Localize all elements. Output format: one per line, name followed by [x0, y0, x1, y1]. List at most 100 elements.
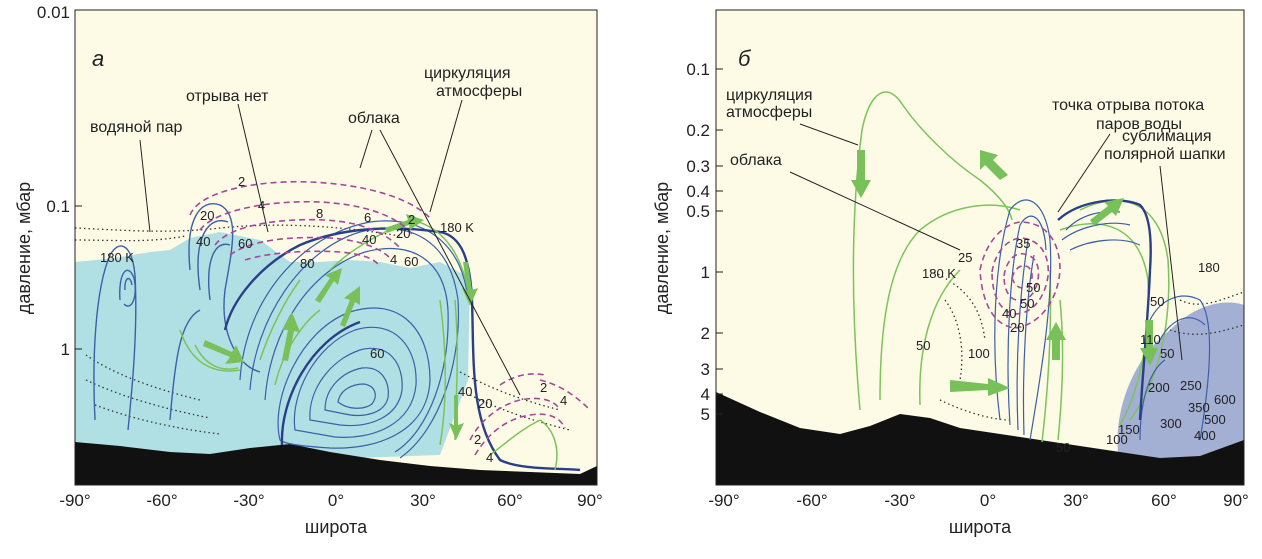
contour-label: 110: [1140, 332, 1161, 347]
x-tick-label-b: 0°: [980, 491, 996, 510]
y-tick-label-b: 0.4: [686, 182, 710, 201]
annotation-leaders-b: [789, 123, 1183, 361]
contour-label: 2: [238, 174, 245, 189]
panel-a: а давление, мбар 0.01 0.1 1 широта -90° …: [14, 3, 603, 537]
y-tick-label-b: 1: [701, 263, 710, 282]
y-tick-label-b: 0.2: [686, 121, 710, 140]
contour-label: 4: [486, 450, 493, 465]
contour-label: 40: [196, 234, 210, 249]
contour-label: 250: [1180, 378, 1202, 393]
streamlines-blue-a: [93, 203, 261, 431]
contour-label: 20: [1010, 320, 1024, 335]
plot-b-field: [716, 91, 1244, 485]
contour-label: 40: [1002, 306, 1016, 321]
x-tick-label-a: 0°: [328, 491, 344, 510]
y-axis-label-b: давление, мбар: [652, 182, 672, 314]
contour-label: 4: [390, 252, 397, 267]
contour-label: 20: [478, 396, 492, 411]
x-tick-label-a: 60°: [497, 491, 523, 510]
contour-label: 50: [1160, 346, 1174, 361]
annotation-circulation-b-1: циркуляция: [726, 87, 813, 104]
contour-label: 600: [1214, 392, 1236, 407]
annotation-detach-2: паров воды: [1096, 116, 1182, 133]
y-tick-label-b: 0.1: [686, 60, 710, 79]
x-tick-label-a: 90°: [577, 491, 603, 510]
y-tick-label-b: 2: [701, 324, 710, 343]
x-tick-label-a: -30°: [233, 491, 264, 510]
ground-b: [716, 392, 1244, 485]
x-tick-label-a: 30°: [410, 491, 436, 510]
contour-label: 50: [1150, 294, 1164, 309]
contour-label: 180 K: [440, 220, 474, 235]
contour-label: 25: [958, 250, 972, 265]
y-tick-label-b: 0.5: [686, 202, 710, 221]
ground-a: [75, 442, 597, 485]
cloud-contours-a: [189, 180, 591, 456]
x-ticks-a: -90° -60° -30° 0° 30° 60° 90°: [59, 491, 603, 510]
contour-label: 50: [916, 338, 930, 353]
contour-label: 2: [408, 212, 415, 227]
annotation-leaders-a: [139, 99, 521, 396]
annotation-vapor-a: водяной пар: [90, 119, 183, 136]
annotation-clouds-b: облака: [730, 152, 782, 169]
contour-label: 300: [1160, 416, 1182, 431]
contour-label: 150: [1118, 422, 1140, 437]
contour-label: 100: [1106, 432, 1128, 447]
contour-label: 50: [1056, 440, 1070, 455]
contour-label: 35: [1016, 236, 1030, 251]
x-tick-label-b: 90°: [1223, 491, 1249, 510]
contour-label: 2: [474, 432, 481, 447]
x-tick-label-b: 30°: [1063, 491, 1089, 510]
contour-label: 60: [370, 346, 384, 361]
annotation-clouds-a: облака: [348, 110, 400, 127]
contour-label: 20: [200, 208, 214, 223]
contour-label: 50: [1020, 296, 1034, 311]
contour-label: 100: [968, 346, 990, 361]
annotation-circulation-b-2: атмосферы: [726, 104, 812, 121]
contour-label: 180 K: [922, 266, 956, 281]
contour-labels-a: 180 K 2 4 20 40 60 8 6 2 180 K 40 20 4 6…: [100, 174, 567, 465]
x-axis-label-b: широта: [949, 517, 1012, 537]
panel-a-letter: а: [92, 46, 104, 71]
contour-label: 350: [1188, 400, 1210, 415]
annotation-circulation-a-2: атмосферы: [436, 83, 522, 100]
y-ticks-a: 0.01 0.1 1: [37, 3, 82, 359]
contour-label: 180 K: [100, 250, 134, 265]
x-ticks-b: -90° -60° -30° 0° 30° 60° 90°: [708, 491, 1249, 510]
x-tick-label-a: -60°: [146, 491, 177, 510]
x-tick-label-b: -30°: [884, 491, 915, 510]
y-axis-label-a: давление, мбар: [14, 182, 34, 314]
x-tick-label-b: -60°: [796, 491, 827, 510]
y-tick-label-a: 1: [61, 340, 70, 359]
cloud-contours-b: [979, 221, 1061, 329]
x-tick-label-a: -90°: [59, 491, 90, 510]
streamlines-blue-b: [994, 199, 1211, 441]
contour-label: 60: [404, 254, 418, 269]
vapor-contours-b: [929, 269, 1244, 421]
y-ticks-b: 0.1 0.2 0.3 0.4 0.5 1 2 3 4 5: [686, 60, 723, 424]
contour-label: 180: [1198, 260, 1220, 275]
contour-labels-b: 180 K 25 35 50 50 20 40 50 100 180 50 11…: [916, 236, 1236, 455]
panel-b-letter: б: [738, 46, 752, 71]
x-tick-label-b: 60°: [1151, 491, 1177, 510]
plot-b-frame: [715, 9, 1245, 486]
contour-label: 50: [1026, 280, 1040, 295]
contour-label: 2: [540, 380, 547, 395]
annotation-sublimation-2: полярной шапки: [1104, 146, 1226, 163]
thick-streamline-a: [223, 227, 581, 472]
x-tick-label-b: -90°: [708, 491, 739, 510]
y-tick-label-b: 0.3: [686, 157, 710, 176]
contour-label: 400: [1194, 428, 1216, 443]
contour-label: 4: [560, 393, 567, 408]
polar-cap-region: [1117, 302, 1244, 470]
contour-label: 60: [238, 236, 252, 251]
contour-label: 8: [316, 206, 323, 221]
annotation-detach-1: точка отрыва потока: [1052, 97, 1204, 114]
y-tick-label-b: 5: [701, 405, 710, 424]
contour-label: 500: [1204, 412, 1226, 427]
contour-label: 80: [300, 256, 314, 271]
panel-b: б давление, мбар 0.1 0.2 0.3 0.4 0.5 1 2…: [652, 9, 1249, 537]
x-axis-label-a: широта: [305, 517, 368, 537]
y-tick-label-b: 3: [701, 360, 710, 379]
